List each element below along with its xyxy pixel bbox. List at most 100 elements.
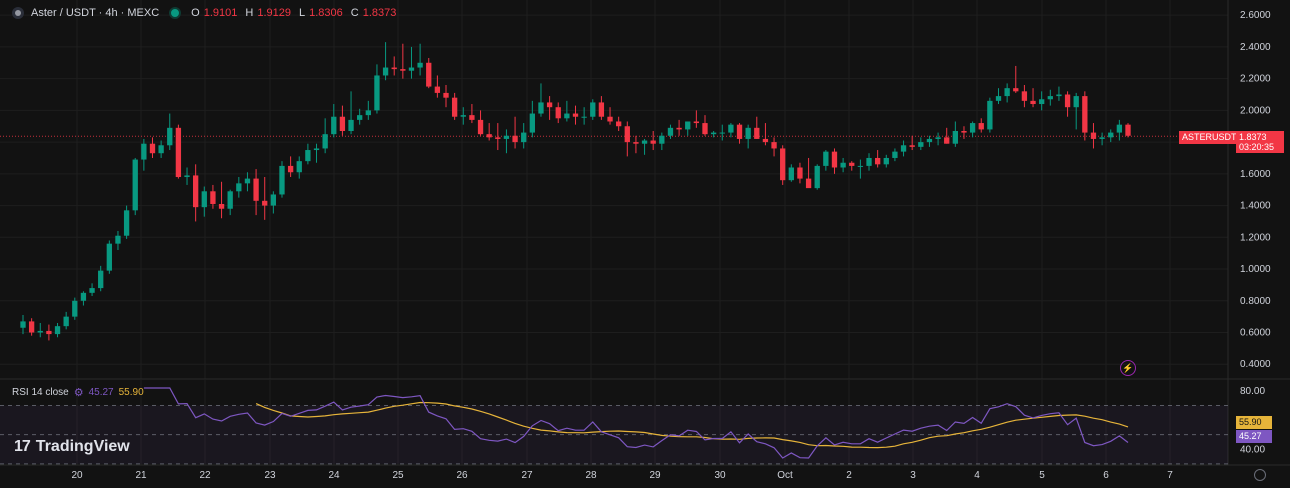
rsi-indicator-name[interactable]: RSI 14 close: [12, 387, 69, 398]
price-symbol-tag: ASTERUSDT: [1179, 131, 1240, 144]
date-axis-tick: Oct: [777, 470, 793, 481]
candle-down: [46, 330, 52, 335]
candle-up: [667, 127, 674, 136]
candle-up: [227, 191, 233, 209]
candle-down: [771, 142, 777, 149]
candle-down: [486, 134, 492, 138]
date-axis-tick: 22: [199, 470, 211, 481]
symbol-legend: Aster / USDT · 4h · MEXC O 1.9101 H 1.9129…: [12, 7, 400, 19]
candle-up: [814, 165, 820, 189]
rsi-axis-tick: 80.00: [1240, 386, 1265, 397]
candle-up: [167, 127, 173, 146]
candle-down: [1125, 124, 1131, 136]
candle-down: [849, 162, 855, 166]
bolt-icon[interactable]: ⚡: [1120, 360, 1136, 376]
candle-up: [20, 321, 26, 328]
candle-up: [926, 138, 933, 143]
candle-up: [1116, 124, 1123, 133]
ohlc-low-key: L: [298, 7, 306, 19]
candle-down: [676, 127, 682, 130]
candle-up: [123, 210, 130, 236]
candle-up: [935, 137, 941, 139]
candle-down: [451, 97, 458, 117]
candle-up: [80, 292, 87, 301]
date-axis-tick: 30: [714, 470, 726, 481]
candle-down: [555, 107, 561, 119]
price-axis-tick: 1.0000: [1240, 264, 1271, 275]
candle-up: [521, 132, 527, 143]
candle-down: [598, 102, 605, 117]
candle-up: [538, 102, 544, 114]
candle-down: [736, 124, 743, 139]
candle-up: [1108, 132, 1114, 138]
date-axis-tick: 4: [974, 470, 980, 481]
rsi-value-tag: 45.27: [1236, 430, 1272, 443]
symbol-title[interactable]: Aster / USDT · 4h · MEXC: [31, 7, 160, 19]
date-axis-tick: 29: [649, 470, 661, 481]
candle-up: [408, 67, 415, 71]
price-axis-tick: 1.2000: [1240, 232, 1271, 243]
rsi-band-fill: [0, 405, 1228, 464]
date-axis-tick: 21: [135, 470, 147, 481]
candle-up: [641, 140, 648, 144]
candle-down: [831, 151, 838, 168]
market-status-icon[interactable]: [169, 7, 182, 19]
candle-up: [918, 142, 924, 147]
candle-up: [987, 100, 993, 130]
candle-up: [374, 75, 380, 111]
candle-down: [391, 67, 397, 70]
candle-down: [693, 121, 700, 124]
candle-down: [874, 157, 881, 165]
rsi-ma-line: [255, 401, 1129, 449]
indicator-settings-icon[interactable]: ⚙: [73, 387, 84, 399]
date-axis-tick: 28: [585, 470, 597, 481]
candle-down: [1090, 132, 1097, 139]
price-axis-tick: 0.4000: [1240, 359, 1271, 370]
rsi-ma-legend-value: 55.90: [118, 387, 144, 398]
candle-up: [382, 67, 389, 76]
tradingview-brand[interactable]: 17 TradingView: [14, 438, 130, 456]
candle-up: [995, 96, 1002, 101]
candle-down: [149, 143, 156, 154]
candle-down: [1082, 96, 1088, 133]
candle-up: [365, 110, 371, 116]
candle-up: [685, 121, 691, 130]
ohlc-low-value: 1.8306: [309, 7, 343, 19]
candle-down: [1021, 91, 1028, 101]
candle-down: [762, 138, 769, 143]
ohlc-high-value: 1.9129: [257, 7, 291, 19]
candle-up: [98, 270, 104, 289]
candle-up: [54, 326, 61, 335]
candle-down: [339, 116, 346, 131]
candle-down: [546, 102, 553, 108]
candle-down: [978, 123, 984, 130]
candle-down: [702, 123, 708, 135]
candle-up: [1073, 96, 1079, 108]
candle-down: [754, 127, 760, 139]
candle-down: [909, 145, 915, 147]
candle-down: [477, 119, 484, 135]
candle-down: [287, 165, 294, 173]
candle-up: [710, 132, 717, 135]
candle-up: [728, 124, 734, 133]
candle-down: [607, 116, 613, 122]
candle-down: [797, 167, 803, 179]
candle-down: [262, 200, 268, 206]
settings-icon[interactable]: [1254, 469, 1266, 481]
date-axis-tick: 26: [456, 470, 468, 481]
candle-up: [305, 150, 311, 162]
candle-up: [529, 113, 535, 133]
candle-up: [745, 127, 751, 139]
candle-up: [892, 151, 898, 158]
candle-up: [37, 330, 43, 333]
price-axis-tick: 2.4000: [1240, 42, 1271, 53]
candle-down: [218, 203, 225, 209]
candle-down: [780, 148, 786, 181]
candle-down: [650, 140, 656, 144]
candle-down: [28, 321, 35, 333]
candle-up: [564, 113, 570, 119]
candle-up: [1039, 99, 1045, 105]
candle-down: [961, 131, 967, 133]
